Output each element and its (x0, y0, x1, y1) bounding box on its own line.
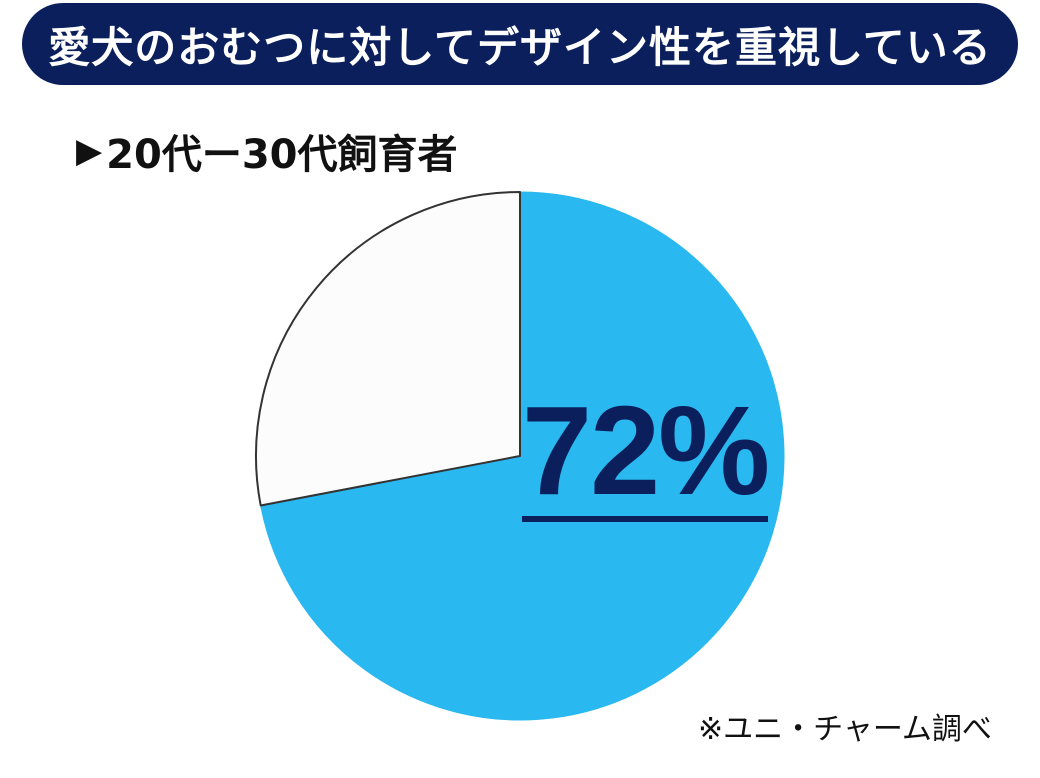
pie-slice-1 (255, 191, 521, 507)
pie-slice-label: 72% (522, 380, 770, 522)
pie-slice-0 (260, 191, 785, 721)
triangle-marker-icon: ▶ (76, 131, 103, 171)
chart-title: 愛犬のおむつに対してデザイン性を重視している (48, 22, 992, 72)
source-note: ※ユニ・チャーム調べ (698, 712, 992, 747)
title-banner: 愛犬のおむつに対してデザイン性を重視している (22, 3, 1018, 85)
subtitle-text: 20代ー30代飼育者 (106, 132, 458, 178)
chart-subtitle: ▶ 20代ー30代飼育者 (76, 122, 457, 180)
